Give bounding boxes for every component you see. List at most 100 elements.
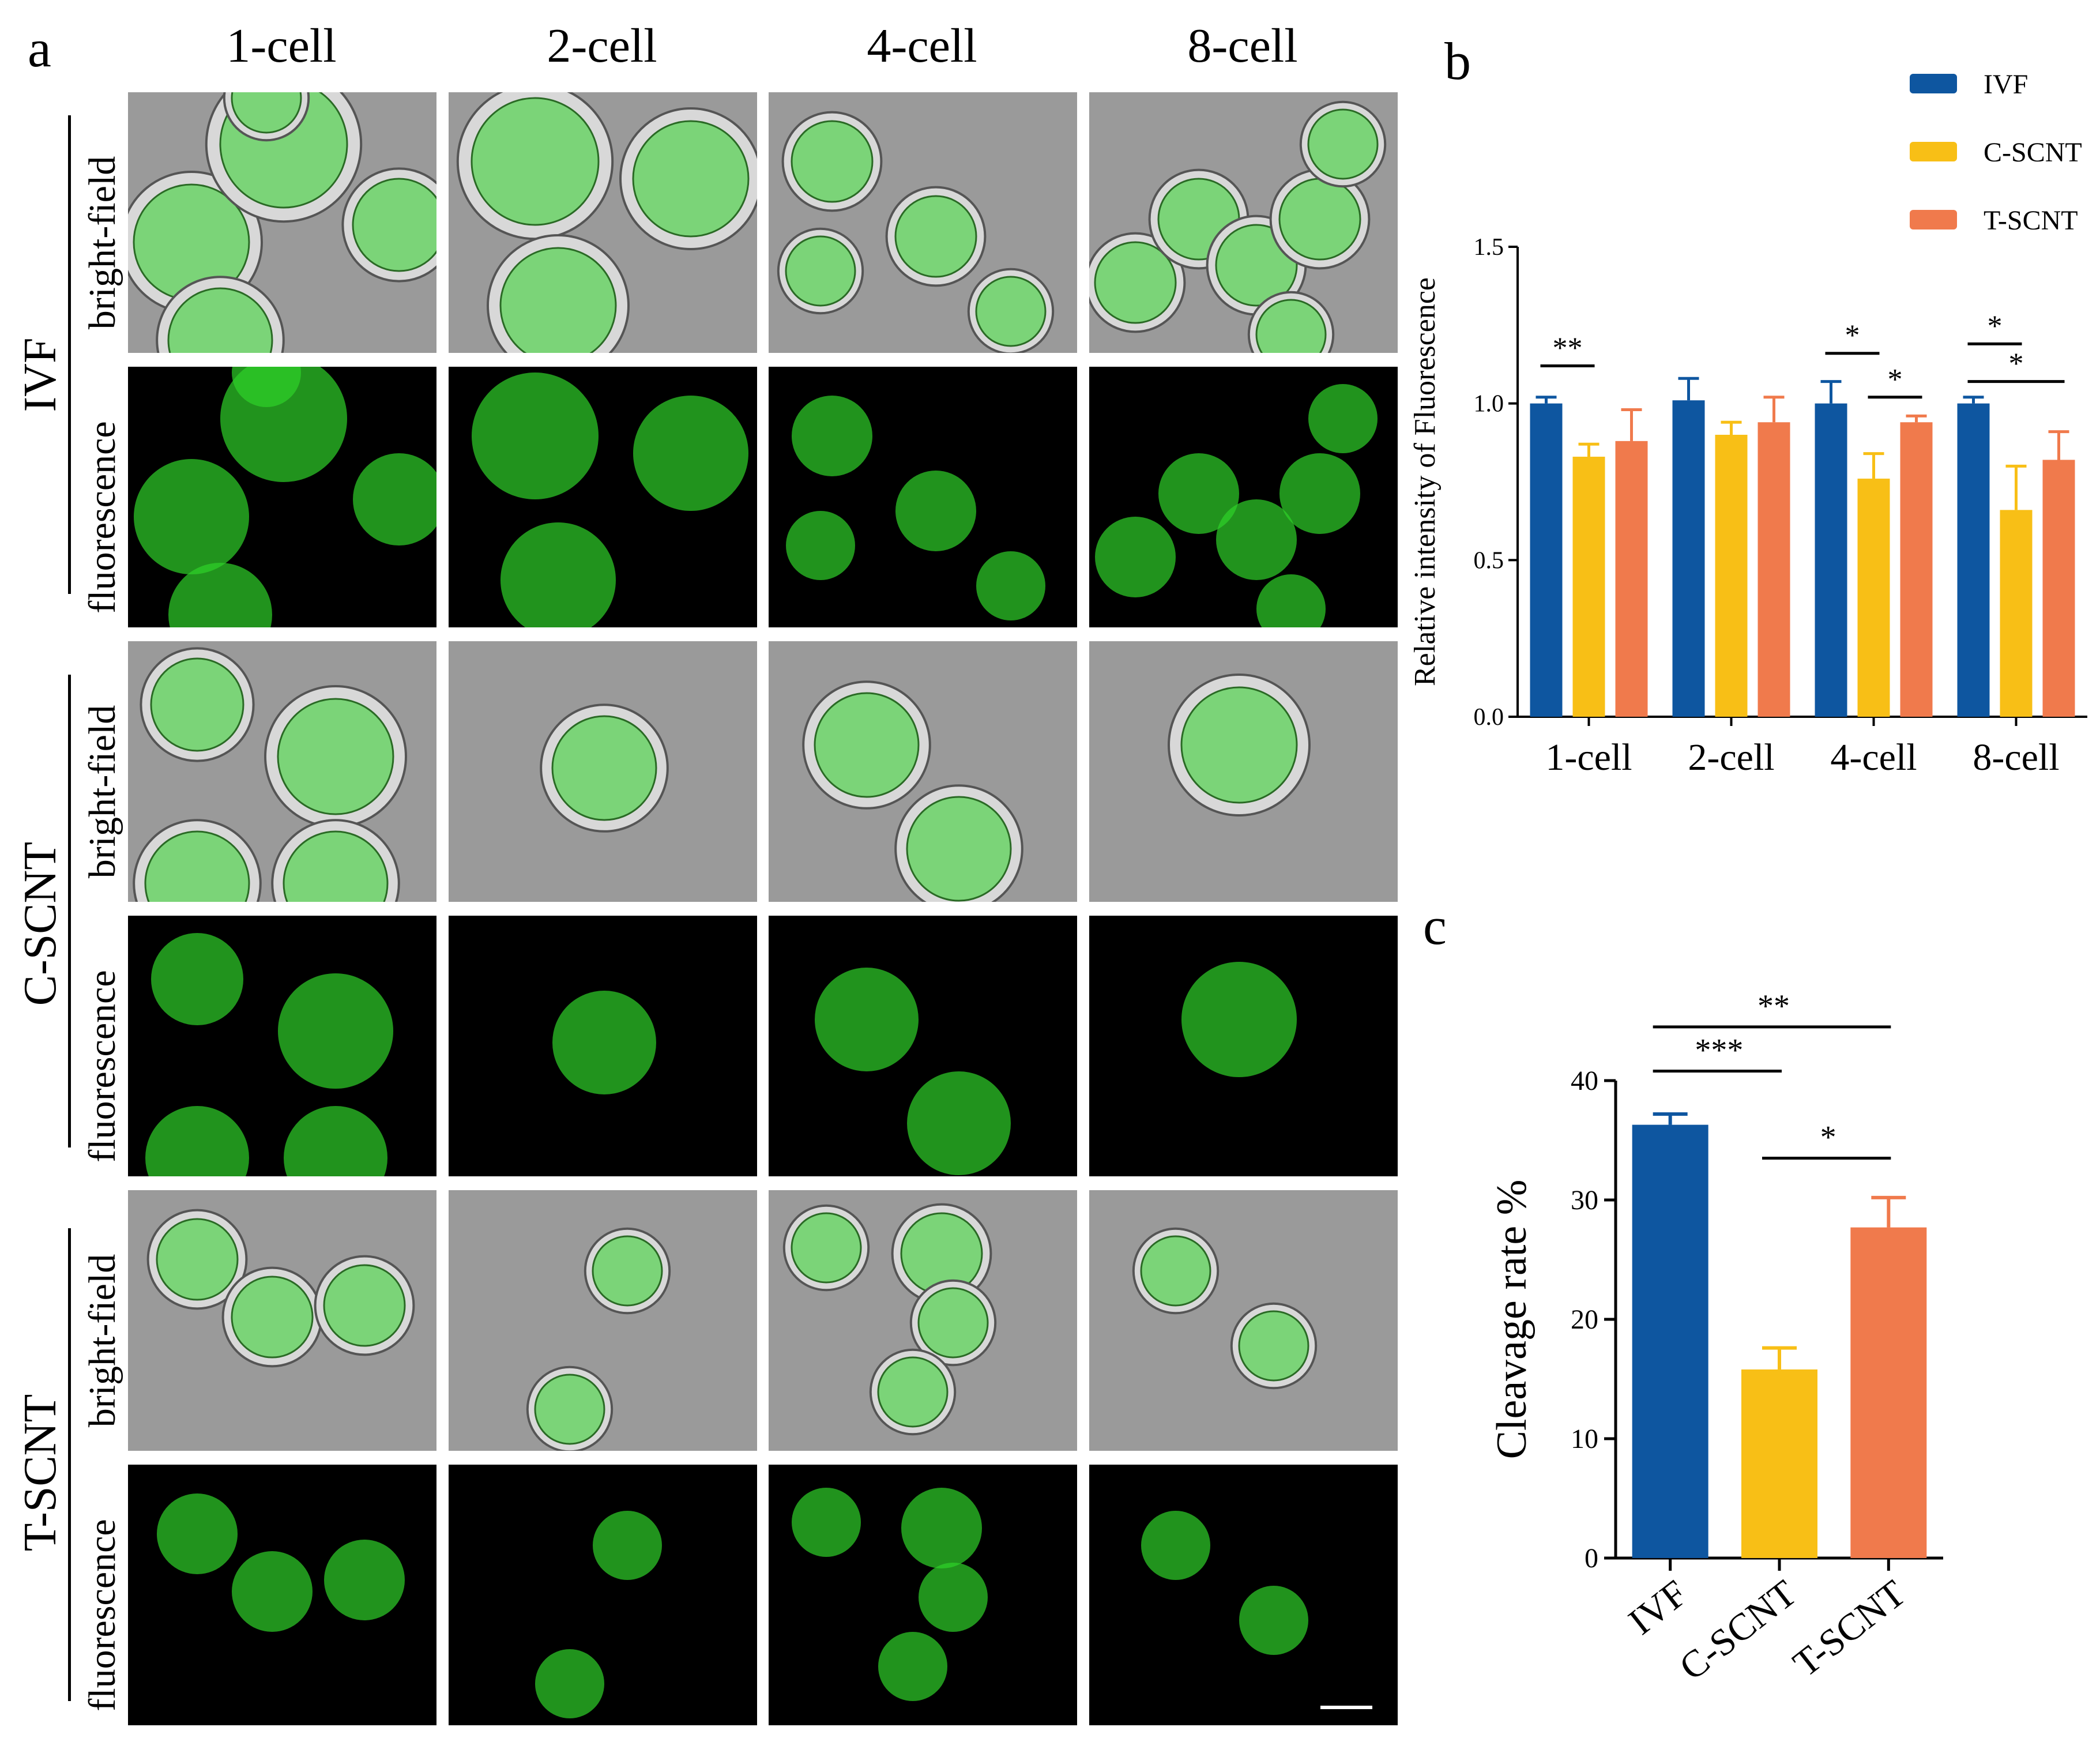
micrograph-c-scnt-4-cell-brightfield	[769, 641, 1077, 902]
micrograph-ivf-2-cell-brightfield	[449, 92, 757, 353]
embryo	[1140, 1235, 1211, 1307]
embryo	[1180, 686, 1298, 804]
bar-ivf-2-cell	[1672, 400, 1705, 717]
embryo-fluorescence	[278, 973, 393, 1089]
embryo	[1238, 1310, 1309, 1382]
group-label-t-scnt: T-SCNT	[15, 1394, 66, 1552]
micrograph-ivf-4-cell-brightfield	[769, 92, 1077, 353]
micrograph-ivf-8-cell-fluorescence	[1089, 367, 1398, 627]
micrograph-c-scnt-1-cell-brightfield	[128, 641, 436, 902]
embryo-fluorescence	[815, 968, 919, 1071]
embryo	[894, 195, 977, 278]
micrograph-ivf-1-cell-brightfield	[128, 92, 436, 353]
embryo-fluorescence	[633, 396, 748, 511]
embryo	[534, 1374, 605, 1445]
x-tick-label-2-cell: 2-cell	[1688, 736, 1774, 778]
significance-label: ***	[1695, 1032, 1743, 1068]
bar-ivf-4-cell	[1815, 403, 1847, 717]
micrograph-ivf-8-cell-brightfield	[1089, 92, 1398, 353]
embryo-fluorescence	[1095, 517, 1176, 597]
embryo	[791, 120, 874, 203]
tile-background	[1089, 1465, 1398, 1725]
embryo	[632, 120, 750, 238]
legend-swatch-t-scnt	[1910, 210, 1957, 229]
embryo	[1307, 108, 1379, 180]
micrograph-ivf-1-cell-fluorescence	[128, 367, 436, 627]
significance-label: **	[1553, 332, 1583, 364]
embryo-fluorescence	[976, 551, 1045, 620]
embryo	[592, 1235, 663, 1307]
x-tick-label-4-cell: 4-cell	[1830, 736, 1917, 778]
embryo	[975, 276, 1047, 347]
bar-ivf-1-cell	[1530, 403, 1563, 717]
x-tick-label-t-scnt: T-SCNT	[1785, 1572, 1913, 1685]
bar-c-scnt-1-cell	[1572, 457, 1605, 717]
micrograph-ivf-2-cell-fluorescence	[449, 367, 757, 627]
micrograph-t-scnt-4-cell-brightfield	[769, 1190, 1077, 1451]
bar-t-scnt-4-cell	[1900, 422, 1933, 717]
mode-label-ivf-brightfield: bright-field	[81, 156, 123, 330]
embryo-fluorescence	[792, 1488, 861, 1557]
stage-header-8-cell: 8-cell	[1187, 19, 1298, 73]
embryo-fluorescence	[324, 1540, 405, 1620]
embryo-fluorescence	[1158, 453, 1239, 534]
scale-bar	[1320, 1706, 1372, 1709]
significance-label: **	[1757, 988, 1790, 1024]
significance-label: *	[1845, 319, 1860, 352]
embryo	[906, 796, 1012, 902]
embryo-fluorescence	[134, 459, 249, 574]
embryo	[917, 1287, 989, 1359]
legend-swatch-c-scnt	[1910, 142, 1957, 161]
embryo	[283, 830, 389, 902]
embryo-fluorescence	[878, 1632, 947, 1701]
group-bracket-c-scnt	[68, 675, 71, 1147]
embryo-fluorescence	[1256, 574, 1326, 627]
bar-t-scnt-1-cell	[1615, 441, 1648, 717]
x-tick-label-ivf: IVF	[1621, 1572, 1695, 1643]
embryo-fluorescence	[919, 1563, 988, 1632]
embryo-fluorescence	[552, 991, 656, 1094]
y-tick-label: 1.5	[1474, 234, 1504, 261]
fluorescence-intensity-chart: IVF C-SCNT T-SCNT 0.0 0.5 1.0 1.5 Relative inte…	[1409, 69, 2087, 778]
embryo	[277, 698, 394, 815]
embryo	[551, 715, 657, 821]
embryo-fluorescence	[1308, 384, 1378, 453]
embryo	[877, 1356, 949, 1428]
bar-t-scnt	[1850, 1227, 1927, 1558]
embryo-fluorescence	[145, 1106, 249, 1176]
embryo-fluorescence	[593, 1511, 662, 1580]
embryo-fluorescence	[786, 511, 855, 580]
micrograph-t-scnt-1-cell-fluorescence	[128, 1465, 436, 1725]
y-tick-label: 1.0	[1474, 391, 1504, 417]
mode-label-c-scnt-fluorescence: fluorescence	[81, 970, 123, 1162]
legend-label-c-scnt: C-SCNT	[1984, 137, 2082, 168]
x-tick-label-8-cell: 8-cell	[1973, 736, 2059, 778]
micrograph-c-scnt-8-cell-brightfield	[1089, 641, 1398, 902]
embryo	[1278, 178, 1361, 261]
embryo-fluorescence	[157, 1493, 238, 1574]
significance-label: *	[2009, 348, 2024, 381]
micrograph-t-scnt-1-cell-brightfield	[128, 1190, 436, 1451]
embryo-fluorescence	[151, 933, 243, 1025]
micrograph-t-scnt-8-cell-brightfield	[1089, 1190, 1398, 1451]
group-label-ivf: IVF	[15, 337, 66, 412]
stage-header-4-cell: 4-cell	[867, 19, 977, 73]
x-tick-label-c-scnt: C-SCNT	[1672, 1572, 1804, 1688]
mode-label-t-scnt-brightfield: bright-field	[81, 1254, 123, 1428]
bar-c-scnt-8-cell	[2000, 510, 2033, 717]
embryo	[231, 1276, 314, 1359]
y-tick-label: 0	[1585, 1543, 1598, 1574]
group-bracket-t-scnt	[68, 1228, 71, 1701]
group-label-c-scnt: C-SCNT	[15, 841, 66, 1006]
bar-c-scnt-2-cell	[1715, 435, 1748, 717]
embryo	[156, 1218, 239, 1301]
x-tick-label-1-cell: 1-cell	[1545, 736, 1632, 778]
micrograph-t-scnt-8-cell-fluorescence	[1089, 1465, 1398, 1725]
panel-c-letter: c	[1423, 897, 1447, 955]
mode-label-t-scnt-fluorescence: fluorescence	[81, 1519, 123, 1711]
bar-t-scnt-8-cell	[2042, 460, 2075, 717]
mode-label-ivf-fluorescence: fluorescence	[81, 421, 123, 614]
micrograph-c-scnt-1-cell-fluorescence	[128, 916, 436, 1176]
embryo	[323, 1264, 406, 1347]
embryo-fluorescence	[500, 522, 616, 627]
